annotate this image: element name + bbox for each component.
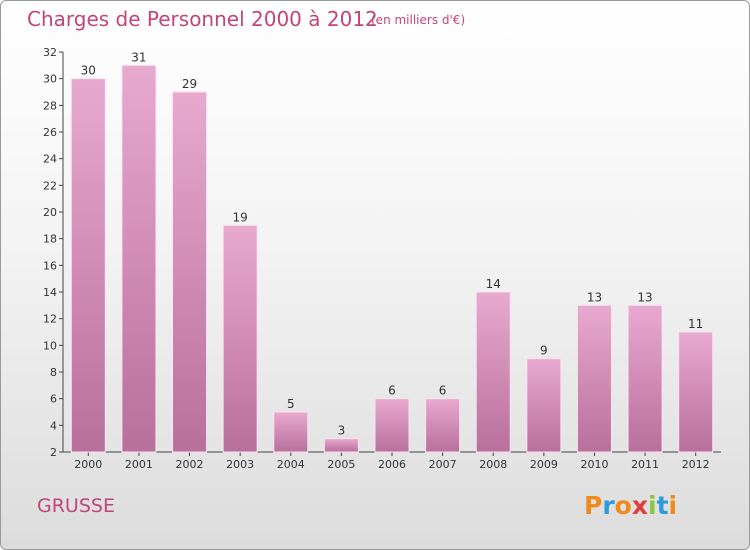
- y-tick-label: 14: [43, 286, 57, 299]
- data-label: 6: [439, 384, 447, 398]
- bar: [323, 438, 359, 453]
- bars-group: 30 31 29 19 5 3 6 6 14 9 13 13 11: [70, 50, 714, 453]
- bar: [475, 291, 511, 453]
- bar: [172, 91, 208, 453]
- y-tick-label: 20: [43, 206, 57, 219]
- logo-letter: x: [631, 491, 648, 520]
- data-label: 14: [486, 277, 501, 291]
- y-tick-label: 2: [50, 446, 57, 459]
- x-tick-label: 2010: [580, 458, 608, 471]
- y-tick-label: 26: [43, 126, 57, 139]
- bar: [273, 411, 309, 453]
- x-tick-label: 2004: [277, 458, 305, 471]
- x-tick-label: 2006: [378, 458, 406, 471]
- data-label: 29: [182, 77, 197, 91]
- y-tick-label: 10: [43, 339, 57, 352]
- data-label: 31: [131, 50, 146, 64]
- data-label: 3: [338, 424, 346, 438]
- y-tick-label: 4: [50, 419, 57, 432]
- bar: [678, 331, 714, 453]
- y-tick-label: 32: [43, 46, 57, 59]
- logo-letter: i: [648, 491, 657, 520]
- data-label: 13: [587, 290, 602, 304]
- data-label: 19: [233, 210, 248, 224]
- data-label: 11: [688, 317, 703, 331]
- logo-letter: r: [602, 491, 615, 520]
- y-tick-label: 8: [50, 366, 57, 379]
- bar: [526, 358, 562, 453]
- y-tick-label: 6: [50, 393, 57, 406]
- data-label: 13: [637, 290, 652, 304]
- y-tick-label: 28: [43, 99, 57, 112]
- x-tick-label: 2000: [74, 458, 102, 471]
- logo-letter: i: [668, 491, 678, 520]
- data-label: 9: [540, 344, 548, 358]
- commune-name: GRUSSE: [37, 495, 115, 517]
- y-tick-label: 18: [43, 233, 57, 246]
- data-label: 5: [287, 397, 295, 411]
- bar: [70, 78, 106, 453]
- x-tick-label: 2002: [176, 458, 204, 471]
- logo-letter: o: [614, 491, 632, 520]
- data-label: 6: [388, 384, 396, 398]
- x-tick-label: 2003: [226, 458, 254, 471]
- x-tick-label: 2007: [429, 458, 457, 471]
- logo-letter: t: [656, 491, 669, 520]
- bar: [374, 398, 410, 453]
- chart-title: Charges de Personnel 2000 à 2012: [27, 7, 378, 31]
- y-tick-label: 12: [43, 313, 57, 326]
- x-tick-label: 2011: [631, 458, 659, 471]
- x-tick-label: 2008: [479, 458, 507, 471]
- bar: [121, 64, 157, 453]
- x-tick-label: 2005: [327, 458, 355, 471]
- y-tick-label: 30: [43, 73, 57, 86]
- unit-note: (en milliers d'€): [371, 13, 466, 27]
- y-tick-label: 22: [43, 179, 57, 192]
- x-tick-label: 2001: [125, 458, 153, 471]
- data-label: 30: [81, 64, 96, 78]
- bar: [576, 304, 612, 453]
- y-tick-label: 24: [43, 153, 57, 166]
- y-tick-label: 16: [43, 259, 57, 272]
- bar: [222, 224, 258, 453]
- bar: [425, 398, 461, 453]
- x-tick-label: 2012: [682, 458, 710, 471]
- logo-letter: P: [584, 491, 603, 520]
- x-tick-label: 2009: [530, 458, 558, 471]
- proxiti-logo: Proxiti: [584, 491, 677, 520]
- bar: [627, 304, 663, 453]
